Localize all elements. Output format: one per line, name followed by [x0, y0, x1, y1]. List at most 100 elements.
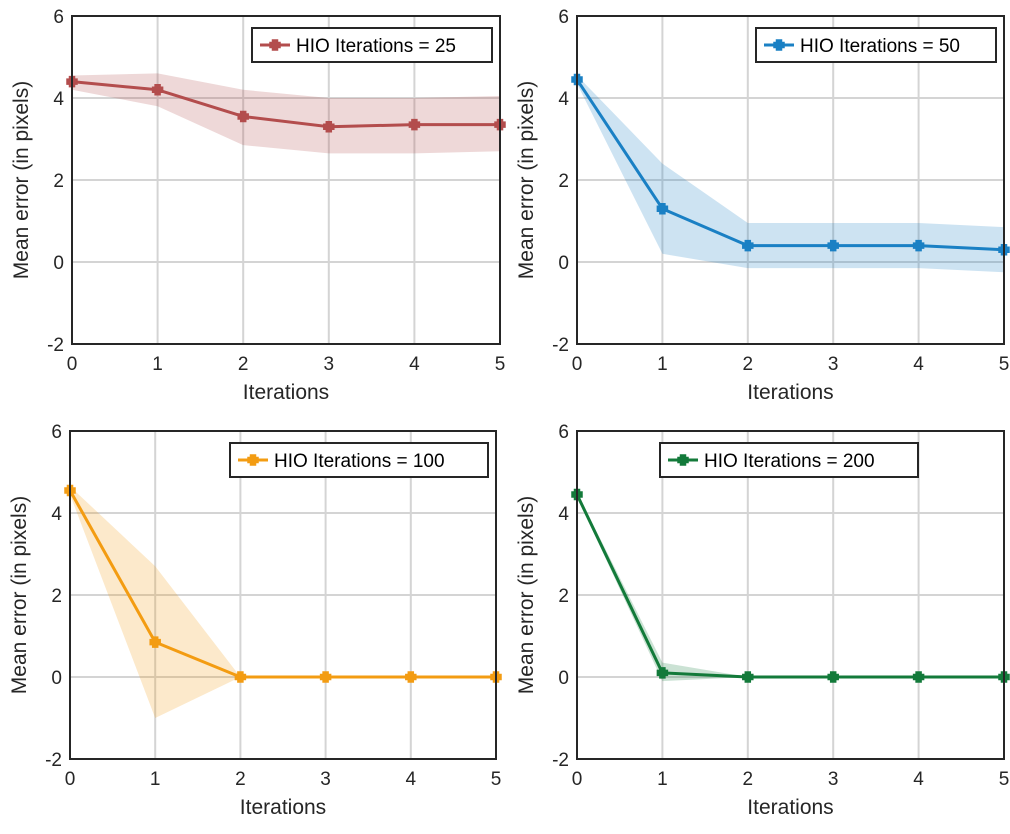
y-tick-label: 2 [53, 171, 64, 192]
legend-box [229, 442, 489, 478]
y-tick-label: -2 [45, 750, 62, 771]
x-tick-label: 1 [152, 354, 163, 375]
data-point [656, 667, 669, 679]
y-tick-label: 4 [53, 89, 64, 110]
y-tick-label: 6 [53, 7, 64, 28]
axes-box [576, 15, 1005, 345]
confidence-band [72, 73, 500, 154]
confidence-band [70, 486, 496, 718]
legend-marker [269, 39, 281, 51]
data-point [912, 671, 925, 683]
x-tick-label: 5 [999, 354, 1010, 375]
legend-marker [773, 39, 785, 51]
data-point [742, 671, 754, 683]
legend-box [659, 442, 919, 478]
data-point [237, 110, 249, 123]
legend: HIO Iterations = 100 [229, 442, 489, 478]
legend-label: HIO Iterations = 50 [800, 36, 960, 57]
data-point [827, 239, 839, 252]
data-point [408, 118, 421, 131]
x-tick-label: 4 [409, 354, 420, 375]
y-tick-label: 4 [558, 504, 569, 525]
y-axis-label: Mean error (in pixels) [515, 496, 538, 694]
legend-box [755, 27, 997, 63]
y-tick-label: 2 [558, 586, 569, 607]
data-point [323, 120, 335, 133]
legend: HIO Iterations = 200 [659, 442, 919, 478]
y-axis-label: Mean error (in pixels) [10, 81, 33, 279]
x-axis-label: Iterations [747, 381, 833, 404]
series-line [71, 80, 500, 129]
axes-box [576, 430, 1005, 760]
y-tick-label: -2 [552, 335, 569, 356]
series-line [575, 78, 1005, 252]
legend: HIO Iterations = 50 [755, 27, 997, 63]
y-axis-label: Mean error (in pixels) [8, 496, 31, 694]
y-axis-label: Mean error (in pixels) [515, 81, 538, 279]
x-tick-label: 1 [657, 769, 668, 790]
x-tick-label: 4 [913, 769, 924, 790]
legend-marker [247, 454, 259, 466]
data-point [319, 671, 332, 683]
y-tick-label: -2 [47, 335, 64, 356]
legend-marker [677, 454, 689, 466]
legend-box [251, 27, 493, 63]
legend-label: HIO Iterations = 25 [296, 36, 456, 57]
x-tick-label: 2 [235, 769, 246, 790]
y-tick-label: 0 [51, 668, 62, 689]
x-tick-label: 2 [743, 354, 754, 375]
x-tick-label: 5 [491, 769, 502, 790]
y-tick-label: 2 [558, 171, 569, 192]
x-tick-label: 0 [572, 769, 583, 790]
data-point [656, 202, 669, 215]
y-tick-label: 0 [558, 668, 569, 689]
axes-box [71, 15, 501, 345]
x-axis-label: Iterations [240, 796, 326, 819]
legend-label: HIO Iterations = 100 [274, 451, 445, 472]
data-point [149, 636, 161, 648]
x-tick-label: 0 [65, 769, 76, 790]
y-tick-label: 6 [558, 7, 569, 28]
x-tick-label: 4 [913, 354, 924, 375]
x-axis-label: Iterations [243, 381, 329, 404]
y-tick-label: 0 [558, 253, 569, 274]
x-tick-label: 2 [238, 354, 249, 375]
data-point [234, 671, 247, 683]
y-tick-label: -2 [552, 750, 569, 771]
x-tick-label: 4 [406, 769, 417, 790]
x-tick-label: 3 [320, 769, 331, 790]
confidence-band [577, 75, 1004, 273]
x-tick-label: 0 [572, 354, 583, 375]
data-point [742, 239, 754, 252]
legend-label: HIO Iterations = 200 [704, 451, 875, 472]
x-tick-label: 3 [828, 354, 839, 375]
y-tick-label: 0 [53, 253, 64, 274]
x-tick-label: 2 [743, 769, 754, 790]
data-point [405, 671, 417, 683]
x-tick-label: 1 [150, 769, 161, 790]
x-tick-label: 0 [67, 354, 78, 375]
data-point [151, 84, 164, 96]
data-point [912, 239, 925, 252]
series-line [68, 489, 496, 679]
y-tick-label: 6 [558, 422, 569, 443]
series-line [575, 493, 1004, 679]
y-tick-label: 4 [558, 89, 569, 110]
legend: HIO Iterations = 25 [251, 27, 493, 63]
x-tick-label: 1 [657, 354, 668, 375]
data-point [827, 671, 839, 683]
x-tick-label: 5 [495, 354, 506, 375]
x-tick-label: 3 [828, 769, 839, 790]
axes-box [69, 430, 497, 760]
y-tick-label: 6 [51, 422, 62, 443]
x-axis-label: Iterations [747, 796, 833, 819]
x-tick-label: 5 [999, 769, 1010, 790]
y-tick-label: 4 [51, 504, 62, 525]
x-tick-label: 3 [324, 354, 335, 375]
y-tick-label: 2 [51, 586, 62, 607]
